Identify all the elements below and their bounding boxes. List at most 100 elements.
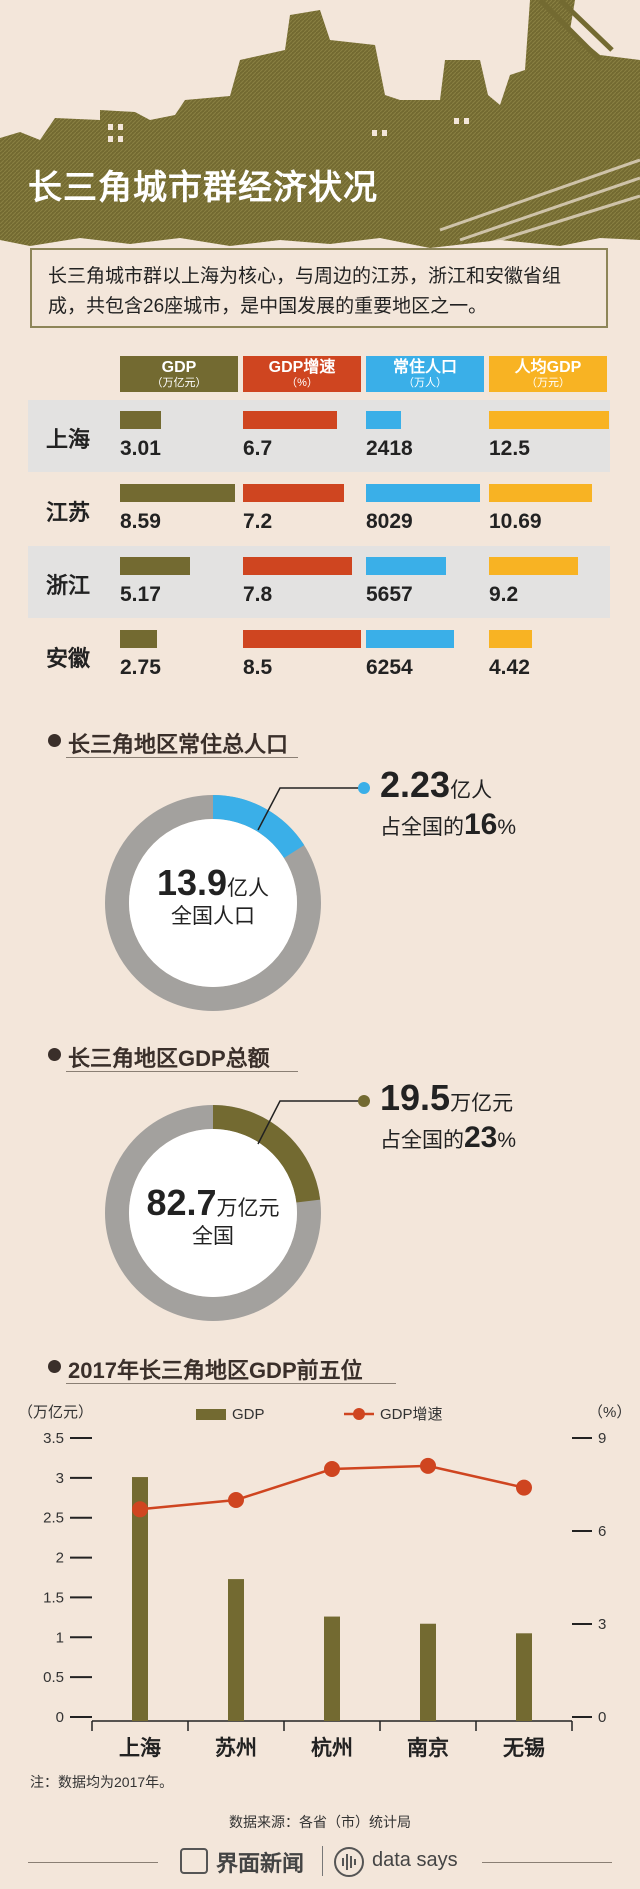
brand-secondary: data says	[372, 1849, 458, 1871]
growth-point	[420, 1457, 436, 1474]
x-tick-label: 上海	[119, 1736, 161, 1760]
gdp-heading: 长三角地区GDP总额	[68, 1046, 270, 1071]
data-says-logo-icon	[334, 1847, 364, 1877]
val-gdp-jiangsu: 8.59	[120, 510, 161, 533]
val-pop-anhui: 6254	[366, 656, 413, 679]
y2-tick-label: 6	[598, 1523, 606, 1540]
growth-point	[228, 1492, 244, 1508]
y-tick-label: 0.5	[43, 1669, 64, 1686]
footer-line-left	[28, 1862, 158, 1863]
val-growth-jiangsu: 7.2	[243, 510, 273, 533]
population-center-value: 13.9	[156, 862, 228, 903]
top5-heading: 2017年长三角地区GDP前五位	[68, 1358, 363, 1383]
header-population-title: 常住人口	[392, 359, 457, 376]
y-tick-label: 0	[56, 1709, 64, 1726]
y2-tick-label: 9	[598, 1430, 606, 1447]
row-city-zhejiang: 浙江	[46, 573, 91, 598]
gdp-donut	[105, 1105, 321, 1321]
bar-pop-anhui	[366, 630, 454, 648]
bar-gdp-jiangsu	[120, 484, 235, 502]
bar-growth-zhejiang	[243, 557, 352, 575]
header-per-capita: 人均GDP （万元）	[489, 356, 607, 392]
growth-point	[516, 1479, 532, 1496]
val-growth-anhui: 8.5	[243, 656, 273, 679]
population-share-prefix: 占全国的	[380, 816, 464, 839]
population-callout-line	[257, 782, 370, 831]
population-center-label: 全国人口	[171, 905, 255, 928]
population-heading-underline	[66, 757, 298, 758]
gdp-center-value: 82.7	[146, 1182, 217, 1223]
bar-pop-jiangsu	[366, 484, 480, 502]
bar-growth-jiangsu	[243, 484, 344, 502]
gdp-value-line: 19.5万亿元	[380, 1077, 513, 1119]
data-source: 数据来源：各省（市）统计局	[229, 1814, 411, 1830]
gdp-share-prefix: 占全国的	[380, 1129, 464, 1152]
y2-axis-label: （%）	[588, 1404, 631, 1421]
val-gdp-shanghai: 3.01	[120, 437, 161, 460]
x-tick-label: 苏州	[215, 1737, 257, 1760]
y-tick-label: 1.5	[43, 1589, 64, 1606]
y-tick-label: 2	[56, 1550, 64, 1567]
header-growth-unit: （%）	[286, 377, 318, 389]
bar-percap-jiangsu	[489, 484, 592, 502]
population-center: 13.9亿人 全国人口	[100, 862, 326, 930]
val-percap-anhui: 4.42	[489, 656, 530, 679]
y2-tick-label: 3	[598, 1616, 606, 1633]
population-share: 16	[464, 808, 498, 841]
legend-growth-marker	[353, 1408, 365, 1420]
footnote: 注：数据均为2017年。	[30, 1774, 174, 1790]
gdp-callout-line	[257, 1095, 370, 1145]
y-tick-label: 3	[56, 1470, 64, 1487]
header-population-unit: （万人）	[403, 377, 447, 389]
bullet-dot-icon	[48, 734, 61, 747]
bar-pop-shanghai	[366, 411, 401, 429]
gdp-share-line: 占全国的23%	[380, 1121, 516, 1155]
header-gdp: GDP （万亿元）	[120, 356, 238, 392]
page-title: 长三角城市群经济状况	[28, 169, 378, 207]
y-axis-label: （万亿元）	[18, 1404, 93, 1421]
growth-point	[324, 1461, 340, 1477]
bar-growth-shanghai	[243, 411, 337, 429]
header-growth: GDP增速 （%）	[243, 356, 361, 392]
gdp-share-unit: %	[497, 1129, 517, 1152]
population-ring-share	[105, 795, 321, 1011]
bar-percap-anhui	[489, 630, 532, 648]
x-tick-label: 杭州	[311, 1736, 353, 1760]
gdp-bar	[228, 1579, 244, 1721]
bar-pop-zhejiang	[366, 557, 446, 575]
legend-growth-label: GDP增速	[380, 1406, 443, 1423]
val-pop-zhejiang: 5657	[366, 583, 413, 606]
bar-percap-zhejiang	[489, 557, 578, 575]
bullet-dot-icon	[48, 1048, 61, 1061]
gdp-bar	[132, 1477, 148, 1721]
bullet-dot-icon	[48, 1360, 61, 1373]
header-gdp-title: GDP	[161, 359, 197, 376]
val-pop-shanghai: 2418	[366, 437, 413, 460]
y-tick-label: 3.5	[43, 1430, 64, 1447]
x-tick-label: 南京	[407, 1736, 449, 1760]
population-value: 2.23	[380, 764, 451, 805]
gdp-center-unit: 万亿元	[216, 1197, 280, 1220]
bar-growth-anhui	[243, 630, 361, 648]
population-share-unit: %	[497, 816, 517, 839]
row-city-anhui: 安徽	[46, 646, 91, 671]
val-percap-shanghai: 12.5	[489, 437, 530, 460]
header-per-capita-unit: （万元）	[526, 377, 570, 389]
x-tick-label: 无锡	[503, 1736, 545, 1760]
val-growth-shanghai: 6.7	[243, 437, 273, 460]
gdp-share: 23	[464, 1121, 498, 1154]
legend-gdp-swatch	[196, 1409, 226, 1420]
y2-tick-label: 0	[598, 1709, 606, 1726]
population-center-unit: 亿人	[227, 877, 270, 900]
bar-gdp-shanghai	[120, 411, 161, 429]
row-city-shanghai: 上海	[46, 427, 91, 452]
y-tick-label: 2.5	[43, 1510, 64, 1527]
val-pop-jiangsu: 8029	[366, 510, 413, 533]
population-value-unit: 亿人	[450, 779, 493, 802]
population-donut	[105, 795, 321, 1011]
population-share-line: 占全国的16%	[380, 808, 516, 842]
gdp-value: 19.5	[380, 1077, 451, 1118]
val-gdp-zhejiang: 5.17	[120, 583, 161, 606]
gdp-value-unit: 万亿元	[450, 1092, 514, 1115]
row-city-jiangsu: 江苏	[46, 500, 91, 525]
